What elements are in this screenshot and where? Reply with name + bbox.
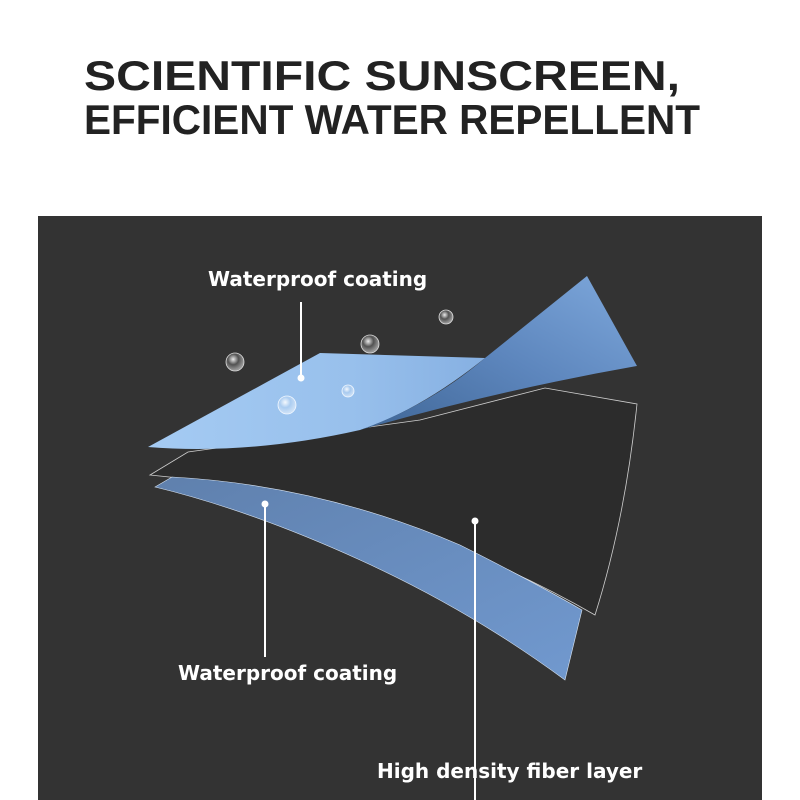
label-fiber-layer: High density fiber layer <box>377 759 642 783</box>
callout-top: Waterproof coating <box>208 267 427 382</box>
title-line-2: EFFICIENT WATER REPELLENT <box>84 96 700 143</box>
callout-bottom: Waterproof coating <box>178 500 397 685</box>
bottom-coating-layer <box>154 476 583 681</box>
top-coating-fold <box>360 276 637 430</box>
callout-fiber: High density fiber layer <box>377 517 642 800</box>
label-bottom-coating: Waterproof coating <box>178 661 397 685</box>
water-droplet-icons <box>225 309 454 415</box>
label-top-coating: Waterproof coating <box>208 267 427 291</box>
top-coating-layer <box>148 353 485 449</box>
title-line-1: SCIENTIFIC SUNSCREEN, <box>84 52 680 99</box>
